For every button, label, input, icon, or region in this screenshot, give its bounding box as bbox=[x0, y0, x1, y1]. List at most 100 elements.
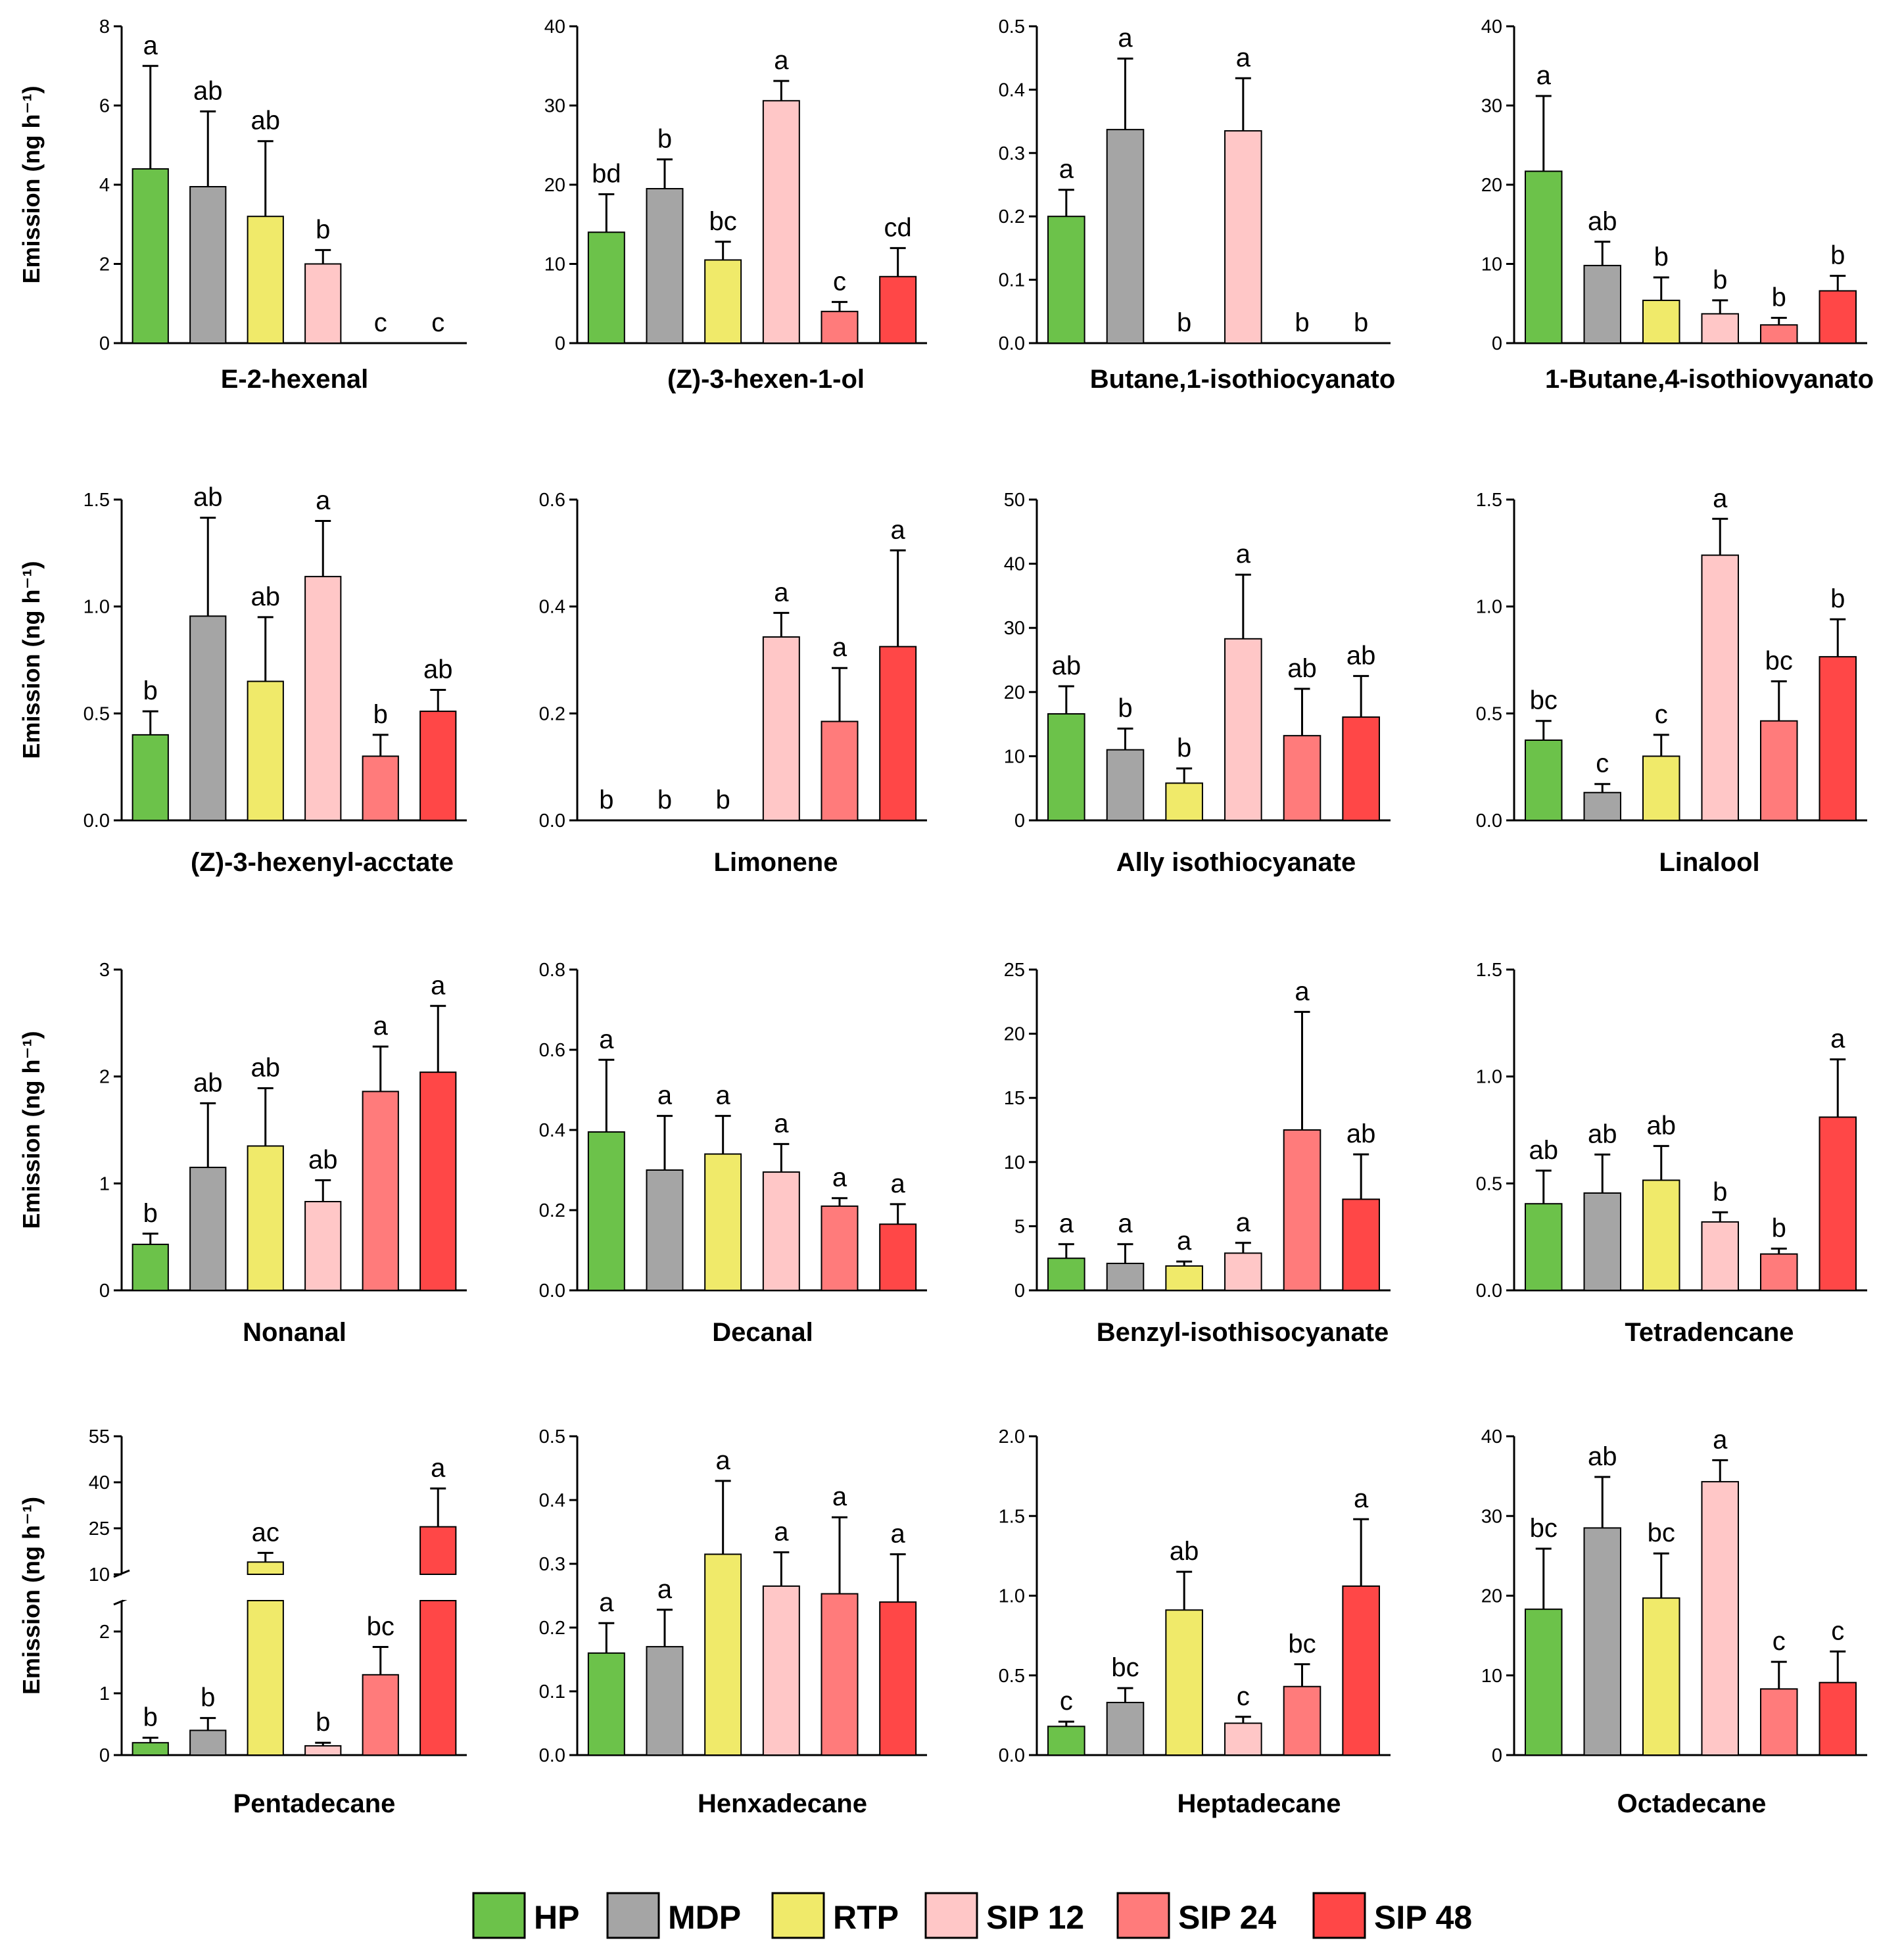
bar-group: a bbox=[1106, 1209, 1145, 1292]
y-tick-label: 40 bbox=[1004, 554, 1025, 575]
bar-group: a bbox=[1342, 1484, 1380, 1756]
bar bbox=[1642, 1179, 1680, 1292]
y-axis-label: Emission (ng h⁻¹) bbox=[18, 1497, 45, 1695]
bar bbox=[1525, 740, 1563, 821]
bar bbox=[1760, 720, 1798, 821]
panel-3: 0.0 0.1 0.2 0.3 0.4 0.5 a a b a b b Butane,1-isothio… bbox=[999, 16, 1396, 394]
bar-group: bc bbox=[1106, 1653, 1145, 1756]
bar-group: c bbox=[1760, 1627, 1798, 1756]
bar-group: a bbox=[879, 1519, 917, 1756]
y-tick-label: 1.5 bbox=[1476, 490, 1502, 511]
legend-label: RTP bbox=[833, 1899, 899, 1936]
x-axis-label: Pentadecane bbox=[233, 1789, 396, 1818]
x-axis-label: Ally isothiocyanate bbox=[1116, 848, 1356, 877]
bar bbox=[304, 1745, 342, 1756]
y-tick-label: 30 bbox=[1004, 618, 1025, 639]
significance-letter: ab bbox=[1052, 651, 1082, 680]
significance-letter: b bbox=[316, 215, 330, 244]
significance-letter: ab bbox=[251, 582, 281, 611]
significance-letter: b bbox=[1830, 584, 1845, 613]
significance-letter: ab bbox=[251, 1054, 281, 1083]
bar bbox=[131, 1244, 169, 1292]
significance-letter: bc bbox=[367, 1612, 394, 1641]
bar bbox=[821, 1205, 859, 1292]
bar-group: b bbox=[131, 1703, 169, 1756]
significance-letter: cd bbox=[884, 213, 912, 242]
bar-group: ab bbox=[189, 77, 227, 344]
significance-letter: c bbox=[1237, 1682, 1250, 1711]
significance-letter: a bbox=[657, 1575, 673, 1604]
bar bbox=[131, 1742, 169, 1756]
panel-14: 0.0 0.1 0.2 0.3 0.4 0.5 a a a a a a Henxadecane bbox=[539, 1426, 927, 1818]
y-tick-label: 1.0 bbox=[1476, 597, 1502, 618]
significance-letter: ab bbox=[1346, 1119, 1376, 1148]
bar bbox=[1047, 1726, 1085, 1756]
panel-16: 0 10 20 30 40 bc ab bc a c c Octadecane bbox=[1481, 1425, 1867, 1818]
y-tick-label: 0.6 bbox=[539, 490, 565, 511]
axis-break-gap bbox=[123, 1575, 468, 1600]
y-tick-label: 2 bbox=[99, 1067, 110, 1088]
bar-group: bc bbox=[1283, 1630, 1321, 1756]
significance-letter: c bbox=[1596, 749, 1609, 778]
bar bbox=[1224, 1252, 1262, 1291]
y-tick-label: 10 bbox=[1004, 1152, 1025, 1173]
bar bbox=[821, 720, 859, 821]
bar bbox=[1525, 170, 1563, 344]
bar-group: b bbox=[1701, 1177, 1739, 1291]
bar bbox=[189, 1729, 227, 1756]
y-tick-label: 0.1 bbox=[539, 1681, 565, 1702]
y-tick-label: 0.4 bbox=[539, 597, 565, 618]
bar-group: a bbox=[1224, 1208, 1262, 1291]
y-tick-label: 1.5 bbox=[999, 1506, 1025, 1527]
y-tick-label: 1.0 bbox=[999, 1586, 1025, 1607]
y-tick-label: 0.4 bbox=[999, 80, 1025, 101]
bar-group: a bbox=[1701, 484, 1739, 821]
bar-upper bbox=[419, 1526, 457, 1576]
significance-letter: bc bbox=[709, 207, 737, 236]
y-tick-label: 0 bbox=[1492, 333, 1502, 354]
bar bbox=[131, 734, 169, 822]
significance-letter: b bbox=[1772, 283, 1786, 312]
y-tick-label: 10 bbox=[1004, 746, 1025, 767]
y-tick-label: 40 bbox=[89, 1472, 110, 1493]
significance-letter: ab bbox=[193, 1068, 223, 1097]
bar-group: a bbox=[587, 1588, 625, 1756]
y-tick-label: 0.0 bbox=[539, 1280, 565, 1302]
bar bbox=[646, 188, 684, 344]
significance-letter: a bbox=[373, 1012, 389, 1041]
y-tick-label: 0 bbox=[555, 333, 565, 354]
bar bbox=[362, 1091, 399, 1291]
bar-group: b bbox=[1106, 693, 1145, 822]
panel-2: 0 10 20 30 40 bd b bc a c cd (Z)-3-hexen-1-ol bbox=[544, 16, 927, 394]
significance-letter: a bbox=[316, 486, 331, 515]
legend-item-mdp: MDP bbox=[606, 1892, 741, 1939]
panel-8: 0.0 0.5 1.0 1.5 bc c c a bc b Linalool bbox=[1476, 484, 1867, 877]
y-tick-label: 10 bbox=[1481, 254, 1502, 275]
significance-letter: a bbox=[599, 1588, 614, 1617]
bar bbox=[879, 1601, 917, 1756]
bar bbox=[704, 1553, 742, 1756]
significance-letter: ab bbox=[1346, 641, 1376, 670]
y-tick-label: 30 bbox=[1481, 1506, 1502, 1527]
significance-letter: a bbox=[1713, 484, 1728, 513]
bar-group: c bbox=[1819, 1616, 1857, 1756]
significance-letter: ab bbox=[308, 1145, 338, 1174]
significance-letter: a bbox=[774, 578, 789, 607]
bar-group: b bbox=[657, 786, 672, 814]
significance-letter: a bbox=[1830, 1025, 1845, 1054]
significance-letter: b bbox=[1830, 241, 1845, 270]
y-tick-label: 1.0 bbox=[83, 597, 110, 618]
y-tick-label: 8 bbox=[99, 16, 110, 37]
y-tick-label: 0 bbox=[99, 1745, 110, 1766]
significance-letter: b bbox=[143, 676, 158, 705]
bar bbox=[131, 168, 169, 344]
legend-label: SIP 12 bbox=[986, 1899, 1084, 1936]
significance-letter: bc bbox=[1288, 1630, 1316, 1658]
bar bbox=[1106, 749, 1145, 822]
significance-letter: a bbox=[774, 46, 789, 75]
panel-11: 0 5 10 15 20 25 a a a a a ab Benzyl-isothisocyanate bbox=[1004, 960, 1391, 1347]
bar-group: c bbox=[1224, 1682, 1262, 1756]
significance-letter: a bbox=[1713, 1425, 1728, 1454]
